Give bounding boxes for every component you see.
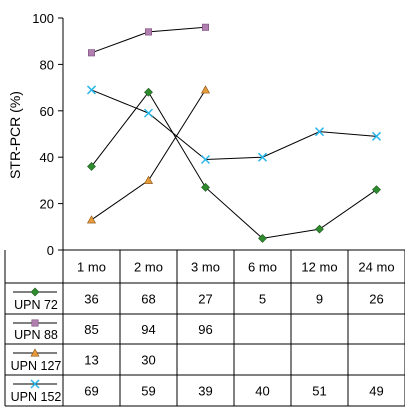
data-cell-value: 27	[198, 292, 212, 307]
data-cell-value: 94	[141, 322, 155, 337]
diamond-marker	[201, 182, 210, 192]
data-cell-value: 69	[84, 384, 98, 399]
triangle-marker	[86, 215, 97, 224]
triangle-marker	[143, 175, 154, 184]
y-tick-label: 0	[47, 243, 54, 258]
x-marker-stroke	[143, 108, 154, 118]
square-marker	[202, 23, 210, 31]
x-category-label: 1 mo	[77, 260, 106, 275]
data-cell-value: 5	[259, 292, 266, 307]
data-cell-value: 59	[141, 384, 155, 399]
x-marker-stroke	[200, 154, 211, 165]
data-cell-value: 30	[141, 353, 155, 368]
y-tick-label: 100	[32, 11, 54, 26]
data-cell-value: 26	[369, 292, 383, 307]
diamond-marker	[144, 87, 153, 97]
x-marker-stroke	[257, 152, 268, 162]
x-marker-stroke	[314, 127, 325, 137]
diamond-marker	[258, 233, 267, 243]
series-name-label: UPN 88	[14, 328, 58, 342]
data-cell-value: 96	[198, 322, 212, 337]
y-tick-label: 40	[40, 150, 54, 165]
x-category-label: 6 mo	[248, 260, 277, 275]
data-cell-value: 40	[255, 384, 269, 399]
data-cell-value: 85	[84, 322, 98, 337]
square-marker	[145, 28, 153, 36]
data-cell-value: 13	[84, 353, 98, 368]
series-line	[91, 89, 377, 161]
x-category-label: 12 mo	[301, 260, 337, 275]
x-category-label: 3 mo	[191, 260, 220, 275]
axes: 0 20 40 60 80 100	[32, 11, 64, 258]
x-category-label: 24 mo	[358, 260, 394, 275]
data-cell-value: 68	[141, 292, 155, 307]
series-name-label: UPN 152	[11, 390, 62, 404]
x-category-label: 2 mo	[134, 260, 163, 275]
data-cell-value: 49	[369, 384, 383, 399]
diamond-marker	[30, 287, 40, 297]
y-axis-label: STR-PCR (%)	[7, 91, 23, 179]
series-markers	[86, 23, 382, 243]
x-marker-stroke	[30, 379, 40, 389]
series-name-label: UPN 127	[11, 359, 62, 373]
data-cell-value: 9	[316, 292, 323, 307]
square-marker	[88, 49, 96, 57]
x-marker-stroke	[371, 131, 382, 141]
diamond-marker	[372, 185, 381, 195]
series-lines	[91, 26, 377, 239]
series-line	[91, 89, 206, 221]
diamond-marker	[315, 224, 324, 234]
triangle-marker	[30, 348, 40, 357]
series-name-label: UPN 72	[14, 298, 58, 312]
data-cell-value: 36	[84, 292, 98, 307]
data-cell-value: 51	[312, 384, 326, 399]
y-tick-label: 80	[40, 57, 54, 72]
data-cell-value: 39	[198, 384, 212, 399]
y-tick-label: 20	[40, 197, 54, 212]
diamond-marker	[87, 162, 96, 171]
series-line	[91, 91, 377, 239]
triangle-marker	[200, 85, 211, 94]
square-marker	[31, 319, 39, 327]
y-tick-label: 60	[40, 104, 54, 119]
x-marker-stroke	[86, 85, 97, 95]
